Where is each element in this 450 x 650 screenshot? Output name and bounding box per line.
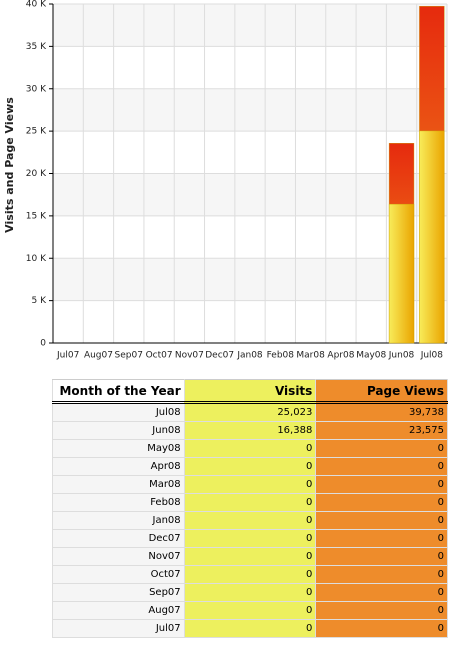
table-row: May08 0 0 (52, 439, 448, 458)
table-cell: 0 (183, 529, 317, 548)
x-tick-label: Apr08 (327, 351, 354, 361)
table-cell: Nov07 (52, 547, 185, 566)
table-cell: 39,738 (315, 402, 448, 422)
table-cell: Jul07 (52, 619, 185, 638)
x-tick-label: Jul08 (420, 351, 444, 361)
table-cell: Jun08 (52, 421, 185, 440)
grid-band (53, 4, 447, 47)
table-cell: Jan08 (52, 511, 185, 530)
y-tick-label: 5 K (32, 296, 48, 306)
y-tick-label: 30 K (26, 84, 47, 94)
table-cell: 23,575 (315, 421, 448, 440)
x-tick-label: Jan08 (236, 351, 263, 361)
table-cell: Aug07 (52, 601, 185, 620)
table-row: Mar08 0 0 (52, 475, 448, 494)
table-cell: 0 (183, 475, 317, 494)
table-cell: 0 (315, 583, 448, 602)
y-tick-label: 25 K (26, 127, 47, 137)
y-tick-label: 40 K (26, 0, 47, 10)
x-tick-label: Jun08 (388, 351, 415, 361)
y-axis-label: Visits and Page Views (3, 97, 16, 233)
table-cell: 0 (183, 619, 317, 638)
y-tick-label: 20 K (26, 169, 47, 179)
grid-band (53, 88, 447, 132)
table-cell: 0 (315, 511, 448, 530)
table-row: Dec07 0 0 (52, 529, 448, 548)
table-cell: 0 (315, 493, 448, 512)
table-row: Jan08 0 0 (52, 511, 448, 530)
table-cell: 0 (315, 439, 448, 458)
table-cell: 0 (315, 457, 448, 476)
table-cell: Oct07 (52, 565, 185, 584)
table-row: Aug07 0 0 (52, 601, 448, 620)
table-cell: 16,388 (183, 421, 317, 440)
table-cell: 0 (315, 475, 448, 494)
table-cell: 0 (183, 511, 317, 530)
table-row: Jul08 25,023 39,738 (52, 402, 448, 422)
x-tick-label: May08 (356, 351, 386, 361)
table-cell: Dec07 (52, 529, 185, 548)
x-tick-label: Nov07 (175, 351, 204, 361)
table-cell: 0 (183, 601, 317, 620)
table-cell: 0 (183, 439, 317, 458)
table-cell: 0 (183, 493, 317, 512)
table-cell: 0 (183, 457, 317, 476)
table-cell: 25,023 (183, 402, 317, 422)
table-row: Apr08 0 0 (52, 457, 448, 476)
table-row: Jul07 0 0 (52, 619, 448, 638)
table-cell: 0 (183, 583, 317, 602)
bar (419, 130, 445, 344)
table-row: Jun08 16,388 23,575 (52, 421, 448, 440)
column-header: Visits (183, 379, 317, 404)
table-row: Oct07 0 0 (52, 565, 448, 584)
data-table: Month of the Year Visits Page Views Jul08 25… (52, 379, 448, 638)
y-tick-label: 35 K (26, 42, 47, 52)
table-cell: Jul08 (52, 402, 185, 422)
table-row: Sep07 0 0 (52, 583, 448, 602)
table-cell: 0 (315, 619, 448, 638)
chart: Visits and Page Views 0 5 K 10 K 15 K 20 K 25… (3, 0, 448, 361)
y-tick-label: 0 (40, 339, 46, 349)
x-tick-label: Feb08 (267, 351, 295, 361)
table-row: Feb08 0 0 (52, 493, 448, 512)
table-cell: 0 (183, 565, 317, 584)
table-cell: 0 (183, 547, 317, 566)
y-tick-label: 10 K (26, 254, 47, 264)
x-tick-label: Mar08 (296, 351, 325, 361)
table-cell: May08 (52, 439, 185, 458)
table-cell: Sep07 (52, 583, 185, 602)
x-tick-label: Oct07 (146, 351, 173, 361)
column-header: Page Views (315, 379, 448, 404)
x-tick-label: Jul07 (56, 351, 79, 361)
bar (388, 203, 415, 344)
x-tick-label: Sep07 (115, 351, 143, 361)
table-cell: Apr08 (52, 457, 185, 476)
x-tick-label: Dec07 (205, 351, 234, 361)
table-row: Nov07 0 0 (52, 547, 448, 566)
grid-band (53, 258, 447, 301)
table-cell: Mar08 (52, 475, 185, 494)
table-cell: Feb08 (52, 493, 185, 512)
table-cell: 0 (315, 565, 448, 584)
grid-band (53, 173, 447, 216)
y-tick-label: 15 K (26, 211, 47, 221)
table-cell: 0 (315, 529, 448, 548)
table-cell: 0 (315, 547, 448, 566)
table-cell: 0 (315, 601, 448, 620)
column-header: Month of the Year (52, 379, 185, 404)
x-tick-label: Aug07 (84, 351, 113, 361)
